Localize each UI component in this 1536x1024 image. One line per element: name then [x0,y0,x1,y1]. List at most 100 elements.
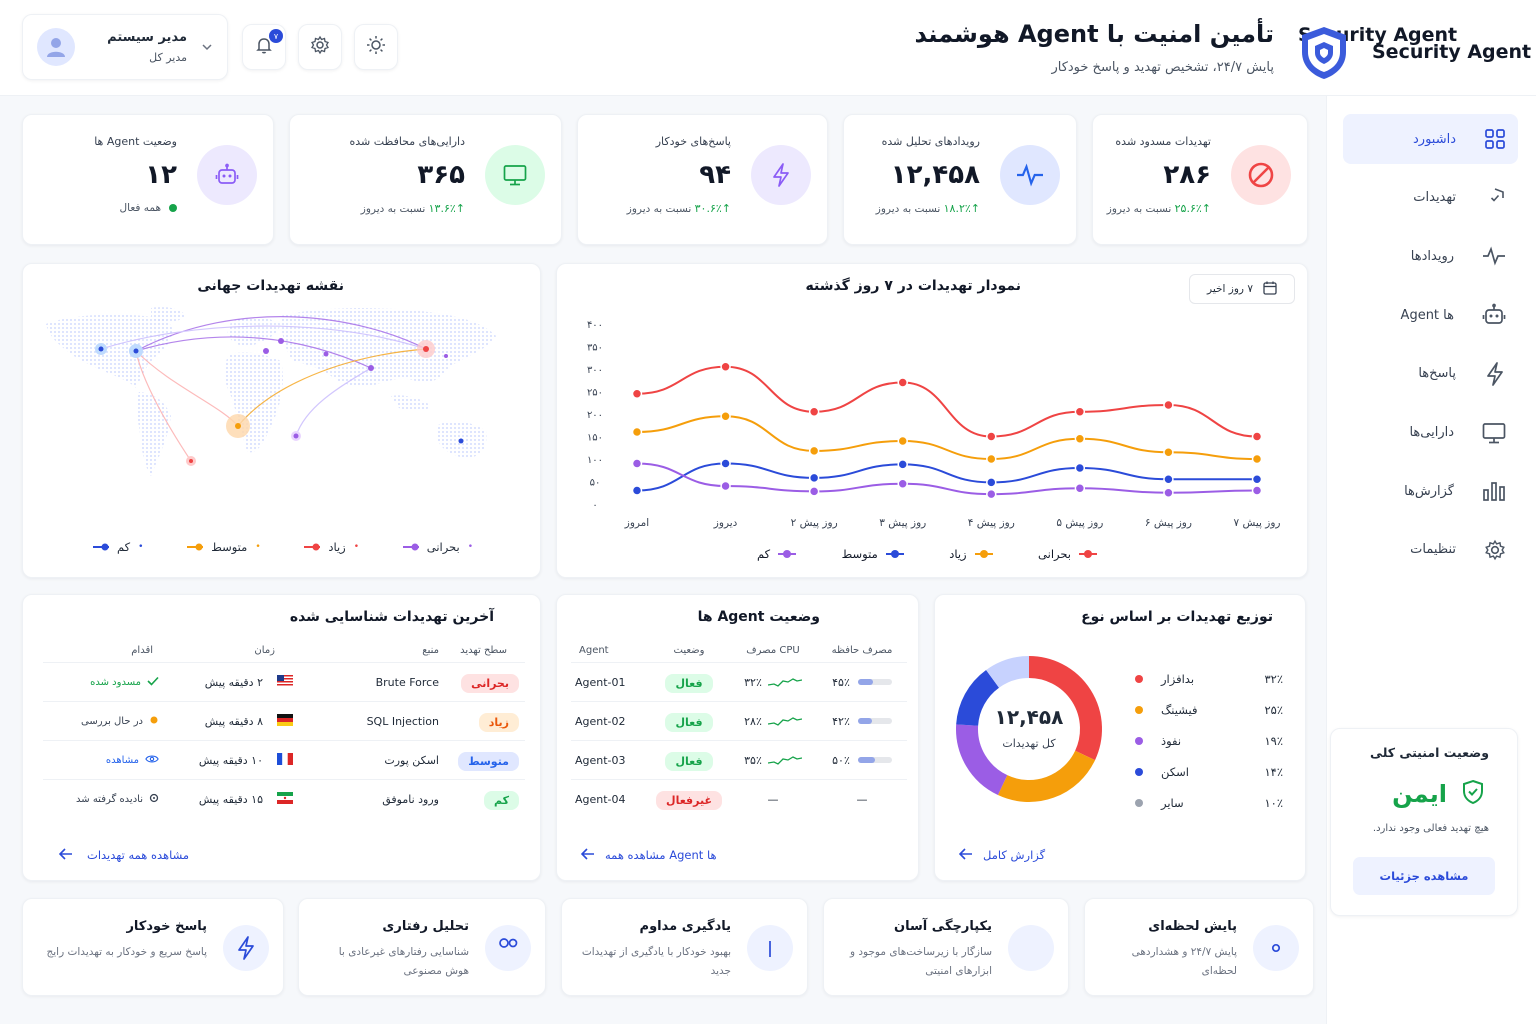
data-point[interactable] [986,477,997,488]
page-subtitle: پایش ۲۴/۷، تشخیص تهدید و پاسخ خودکار [1051,60,1274,75]
data-point[interactable] [1074,433,1086,444]
data-point[interactable] [720,361,731,372]
data-point[interactable] [897,435,908,447]
status-dot [169,204,177,212]
threat-action[interactable]: نادیده گرفته شد [53,793,173,806]
theme-toggle-button[interactable] [354,24,398,70]
agent-row[interactable]: Agent-03 فعال ۳۵٪ ۵۰٪ [571,741,907,780]
sidebar-item-2[interactable]: رویدادها [1343,231,1518,281]
data-point[interactable] [897,377,908,388]
sidebar-item-7[interactable]: تنظیمات [1343,525,1518,575]
data-point[interactable] [808,406,820,417]
data-point[interactable] [986,488,997,500]
threat-action[interactable]: مسدود شده [53,676,173,689]
distribution-legend-item[interactable]: اسکن ۱۴٪ [1135,756,1283,787]
view-all-agents-link[interactable]: مشاهده همه Agent ها [580,845,717,864]
data-point[interactable] [808,445,820,457]
data-point[interactable] [631,426,643,438]
agent-row[interactable]: Agent-04 غیرفعال — — [571,780,907,819]
feature-card-4[interactable]: پاسخ خودکار پاسخ سریع و خودکار به تهدیدا… [22,898,284,996]
data-point[interactable] [631,485,643,496]
stat-card-2[interactable]: پاسخ‌های خودکار ۹۴ ↑۳۰.۶٪ نسبت به دیروز [577,114,828,245]
data-point[interactable] [808,486,820,497]
data-point[interactable] [1074,406,1086,417]
line-chart[interactable]: ۰ ۵۰ ۱۰۰ ۱۵۰ ۲۰۰ ۲۵۰ ۳۰۰ ۳۵۰ ۴۰۰ ۷ روز پیش ۶ روز پ… [577,314,1297,554]
data-point[interactable] [1163,447,1174,458]
distribution-legend-item[interactable]: بدافزار ۳۲٪ [1135,663,1283,694]
data-point[interactable] [808,472,820,484]
donut-slice-1[interactable] [997,750,1096,802]
y-tick-label: ۳۰۰ [587,365,603,376]
stat-card-3[interactable]: دارایی‌های محافظت شده ۳۶۵ ↑۱۳.۶٪ نسبت به… [289,114,562,245]
agent-row[interactable]: Agent-01 فعال ۳۲٪ ۴۵٪ [571,663,907,702]
feature-card-2[interactable]: یادگیری مداوم بهبود خودکار با یادگیری از… [561,898,808,996]
feature-card-0[interactable]: پایش لحظه‌ای پایش ۲۴/۷ و هشداردهی لحظه‌ا… [1084,898,1314,996]
sidebar-item-0[interactable]: داشبورد [1343,114,1518,164]
chart-legend-item[interactable]: زیاد [949,547,993,561]
donut-slice-0[interactable] [1028,656,1102,761]
chart-legend-item[interactable]: بحرانی [1038,547,1097,561]
memory-value: ۴۵٪ [832,675,850,689]
settings-button[interactable] [298,24,342,70]
chevron-down-icon[interactable] [201,38,213,57]
sidebar-item-4[interactable]: پاسخ‌ها [1343,349,1518,399]
distribution-donut[interactable] [949,649,1109,809]
table-row[interactable]: زیاد SQL Injection ۸ دقیقه پیش در حال بر… [43,702,525,741]
stat-card-1[interactable]: رویدادهای تحلیل شده ۱۲,۴۵۸ ↑۱۸.۲٪ نسبت ب… [843,114,1077,245]
donut-slice-4[interactable] [986,656,1030,689]
data-point[interactable] [986,431,997,442]
data-point[interactable] [631,458,643,469]
data-point[interactable] [897,459,908,470]
range-select[interactable]: ۷ روز اخیر [1189,274,1295,304]
view-details-button[interactable]: مشاهده جزئیات [1353,857,1495,895]
distribution-legend-item[interactable]: فیشینگ ۲۵٪ [1135,694,1283,725]
donut-slice-3[interactable] [956,669,1000,727]
stat-card-4[interactable]: وضعیت Agent ها ۱۲ همه فعال [22,114,274,245]
data-point[interactable] [1251,453,1263,465]
feature-card-1[interactable]: یکپارچگی آسان سازگار با زیرساخت‌های موجو… [823,898,1069,996]
full-report-link[interactable]: گزارش کامل [958,845,1045,864]
feature-desc: بهبود خودکار با یادگیری از تهدیدات جدید [581,946,731,977]
threat-action[interactable]: مشاهده [53,754,173,767]
sidebar-item-3[interactable]: Agent ها [1343,290,1518,340]
data-point[interactable] [1074,462,1086,474]
threat-action[interactable]: در حال بررسی [53,715,173,728]
chart-legend-item[interactable]: کم [757,547,797,561]
data-point[interactable] [1163,474,1174,485]
data-point[interactable] [631,388,643,399]
data-point[interactable] [1251,431,1263,442]
table-row[interactable]: متوسط اسکن پورت ۱۰ دقیقه پیش مشاهده [43,741,525,780]
world-map[interactable] [41,306,521,486]
data-point[interactable] [1251,485,1263,496]
user-menu[interactable]: مدیر سیستم مدیر کل [22,14,228,80]
x-tick-label: ۲ روز پیش [791,517,838,529]
feature-card-3[interactable]: تحلیل رفتاری شناسایی رفتارهای غیرعادی با… [298,898,546,996]
table-row[interactable]: کم ورود ناموفق ۱۵ دقیقه پیش نادیده گرفته… [43,780,525,819]
data-point[interactable] [1163,487,1174,498]
sidebar-item-6[interactable]: گزارش‌ها [1343,466,1518,516]
table-row[interactable]: بحرانی Brute Force ۲ دقیقه پیش مسدود شده [43,663,525,702]
data-point[interactable] [720,458,731,469]
data-point[interactable] [1251,474,1263,485]
data-point[interactable] [986,453,997,465]
notifications-button[interactable]: ۷ [242,24,286,70]
memory-bar [857,679,892,685]
distribution-legend-item[interactable]: سایر ۱۰٪ [1135,787,1283,818]
view-all-threats-link[interactable]: مشاهده همه تهدیدات [58,845,189,864]
stat-card-0[interactable]: تهدیدات مسدود شده ۲۸۶ ↑۲۵.۶٪ نسبت به دیر… [1092,114,1308,245]
agent-row[interactable]: Agent-02 فعال ۲۸٪ ۴۲٪ [571,702,907,741]
donut-slice-2[interactable] [956,724,1008,796]
sidebar-item-1[interactable]: تهدیدات [1343,173,1518,223]
distribution-legend-item[interactable]: نفوذ ۱۹٪ [1135,725,1283,756]
chart-legend-item[interactable]: متوسط [842,547,904,561]
y-tick-label: ۱۰۰ [587,455,603,466]
data-point[interactable] [720,480,731,492]
y-tick-label: ۴۰۰ [587,320,603,331]
memory-value: ۵۰٪ [832,753,850,767]
sidebar-item-5[interactable]: دارایی‌ها [1343,408,1518,458]
data-point[interactable] [1074,483,1086,494]
data-point[interactable] [720,411,731,422]
data-point[interactable] [1163,399,1174,411]
data-point[interactable] [897,478,908,489]
stat-title: تهدیدات مسدود شده [1115,135,1211,148]
